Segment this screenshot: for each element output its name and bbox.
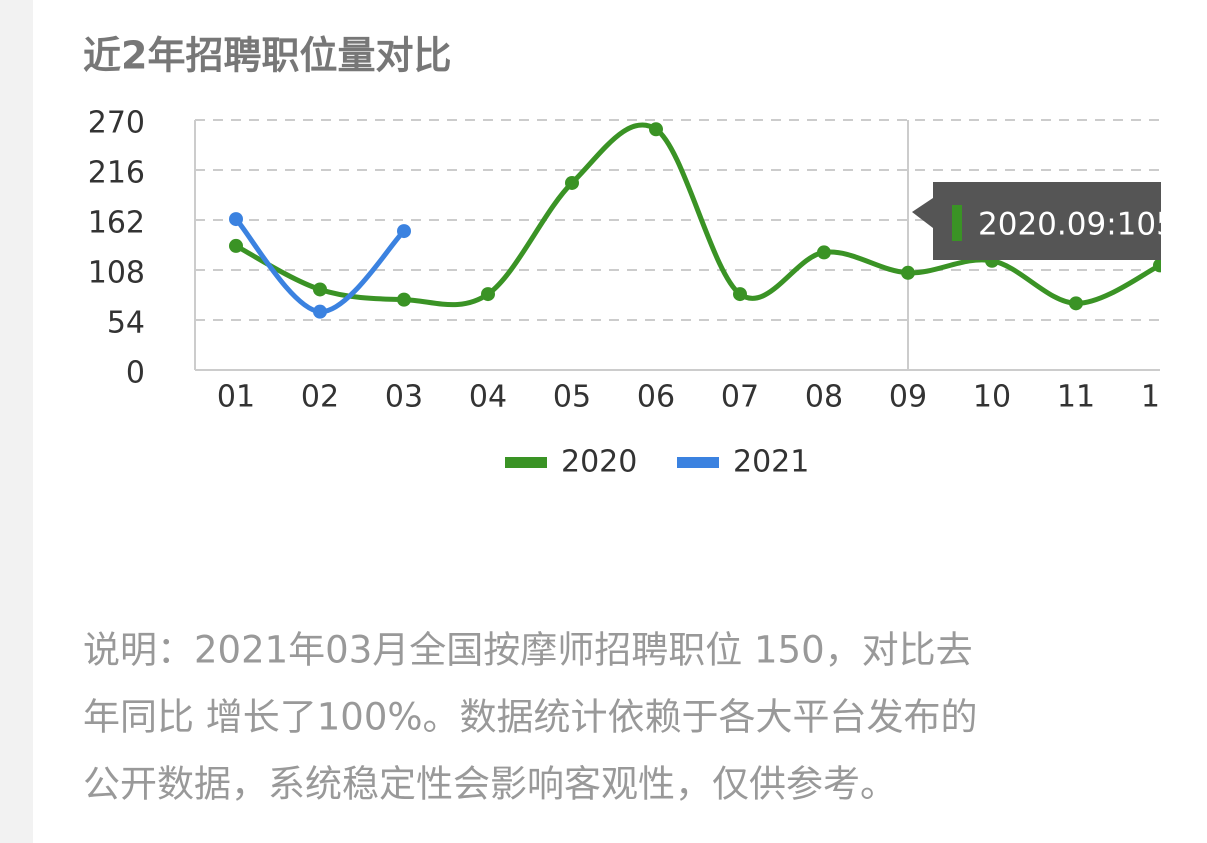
y-tick-label: 216 [88, 156, 145, 191]
x-tick-label: 02 [301, 380, 339, 415]
x-tick-label: 12 [1141, 380, 1179, 415]
y-tick-label: 54 [107, 306, 145, 341]
description-line: 公开数据，系统稳定性会影响客观性，仅供参考。 [83, 763, 897, 806]
data-point [649, 122, 663, 137]
legend-label: 2020 [561, 445, 637, 480]
y-tick-label: 0 [126, 356, 145, 391]
description-line: 说明：2021年03月全国按摩师招聘职位 150，对比去 [83, 629, 973, 672]
x-tick-label: 10 [973, 380, 1011, 415]
x-tick-label: 01 [217, 380, 255, 415]
y-tick-label: 162 [88, 206, 145, 241]
legend-label: 2021 [733, 445, 809, 480]
x-tick-label: 08 [805, 380, 843, 415]
x-tick-label: 06 [637, 380, 675, 415]
data-point [481, 287, 495, 302]
x-tick-label: 05 [553, 380, 591, 415]
tooltip-text: 2020.09:105 [978, 207, 1176, 243]
data-point [901, 265, 915, 280]
y-tick-label: 270 [88, 106, 145, 141]
data-point [397, 224, 411, 239]
tooltip-box [912, 182, 1161, 260]
plot: 0 54 108 162 216 270 01 02 03 04 05 06 07 08 09 10 11 12 2… [88, 106, 1179, 415]
x-tick-label: 07 [721, 380, 759, 415]
legend-swatch [677, 457, 719, 468]
data-point [817, 245, 831, 260]
x-tick-label: 03 [385, 380, 423, 415]
x-tick-label: 04 [469, 380, 507, 415]
x-tick-label: 11 [1057, 380, 1095, 415]
data-point [1069, 296, 1083, 311]
data-point [565, 175, 579, 190]
data-point [1153, 258, 1161, 273]
data-point [397, 292, 411, 307]
data-point [313, 304, 327, 319]
legend-swatch [505, 457, 547, 468]
y-tick-label: 108 [88, 256, 145, 291]
x-tick-label: 09 [889, 380, 927, 415]
data-point [229, 212, 243, 227]
data-point [229, 238, 243, 253]
tooltip-swatch [952, 205, 962, 241]
data-point [733, 287, 747, 302]
description-line: 年同比 增长了100%。数据统计依赖于各大平台发布的 [83, 696, 978, 739]
side-strip [0, 0, 33, 843]
chart-title: 近2年招聘职位量对比 [83, 34, 451, 78]
data-point [313, 282, 327, 297]
